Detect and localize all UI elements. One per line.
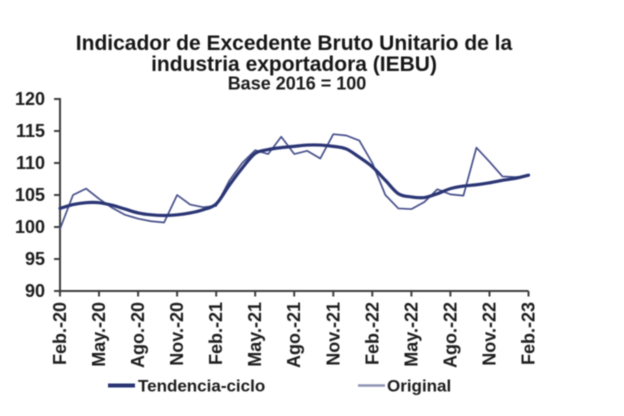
svg-text:Ago.-21: Ago.-21 xyxy=(284,302,304,368)
svg-text:Nov.-20: Nov.-20 xyxy=(167,302,187,366)
svg-text:May.-20: May.-20 xyxy=(89,302,109,367)
svg-text:Feb.-20: Feb.-20 xyxy=(50,302,70,365)
svg-text:90: 90 xyxy=(25,281,45,301)
svg-text:Ago.-22: Ago.-22 xyxy=(440,302,460,368)
svg-text:Ago.-20: Ago.-20 xyxy=(128,302,148,368)
svg-text:Feb.-21: Feb.-21 xyxy=(206,302,226,365)
svg-text:Feb.-22: Feb.-22 xyxy=(362,302,382,365)
svg-text:Tendencia-ciclo: Tendencia-ciclo xyxy=(138,377,265,396)
svg-text:Feb.-23: Feb.-23 xyxy=(519,302,539,365)
svg-text:115: 115 xyxy=(16,121,45,141)
svg-text:May.-21: May.-21 xyxy=(245,302,265,367)
svg-text:Nov.-21: Nov.-21 xyxy=(323,302,343,366)
svg-text:Original: Original xyxy=(387,377,451,396)
svg-text:110: 110 xyxy=(16,153,45,173)
svg-text:May.-22: May.-22 xyxy=(401,302,421,367)
svg-text:Nov.-22: Nov.-22 xyxy=(480,302,500,366)
svg-text:120: 120 xyxy=(15,89,45,109)
svg-text:100: 100 xyxy=(15,217,45,237)
svg-text:105: 105 xyxy=(15,185,45,205)
svg-text:95: 95 xyxy=(25,249,45,269)
svg-text:Base 2016 = 100: Base 2016 = 100 xyxy=(228,74,367,94)
svg-text:industria exportadora (IEBU): industria exportadora (IEBU) xyxy=(151,53,437,76)
svg-text:Indicador de Excedente Bruto U: Indicador de Excedente Bruto Unitario de… xyxy=(76,32,513,55)
